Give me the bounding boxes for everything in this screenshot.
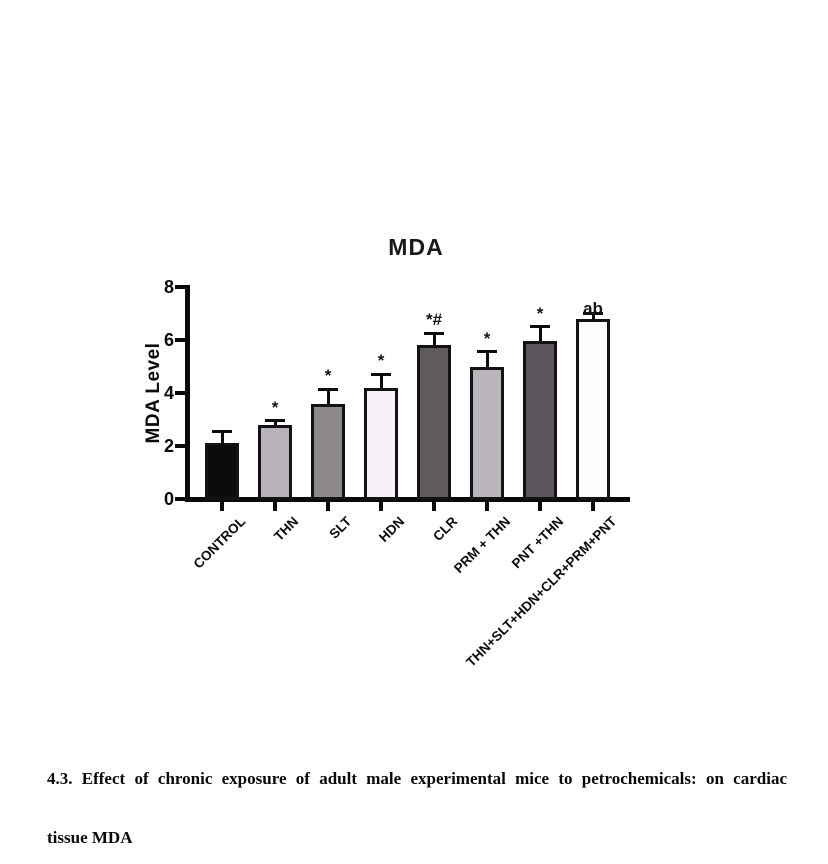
bar <box>576 318 610 500</box>
significance-annotation: ab <box>583 298 603 318</box>
x-tick-mark <box>220 502 224 511</box>
y-tick-label: 0 <box>163 489 174 509</box>
caption-line-2: tissue MDA <box>47 828 133 847</box>
y-tick-mark <box>175 444 185 448</box>
caption-line-1: 4.3. Effect of chronic exposure of adult… <box>47 769 787 788</box>
chart-title: MDA <box>388 234 444 260</box>
error-bar-cap <box>477 350 497 354</box>
error-bar-stem <box>220 431 224 448</box>
y-tick-mark <box>175 338 185 342</box>
error-bar-stem <box>326 389 330 408</box>
error-bar-stem <box>432 333 436 350</box>
x-tick-mark <box>591 502 595 511</box>
error-bar-cap <box>212 429 232 433</box>
bar <box>470 366 504 500</box>
bar <box>311 403 345 500</box>
error-bar-cap <box>583 312 603 315</box>
y-tick-mark <box>175 497 185 501</box>
y-tick-mark <box>175 391 185 395</box>
significance-annotation: * <box>271 397 279 417</box>
bar <box>417 345 451 500</box>
significance-annotation: *# <box>425 310 443 330</box>
error-bar-stem <box>379 374 383 392</box>
bar <box>258 424 292 500</box>
error-bar-cap <box>530 325 550 329</box>
y-tick-mark <box>175 285 185 289</box>
y-tick-label: 2 <box>163 436 174 456</box>
x-tick-mark <box>432 502 436 511</box>
figure-caption: 4.3. Effect of chronic exposure of adult… <box>47 769 787 789</box>
error-bar-stem <box>538 326 542 346</box>
y-tick-label: 4 <box>163 383 174 403</box>
significance-annotation: * <box>377 351 385 371</box>
y-tick-label: 6 <box>163 330 174 350</box>
x-axis-line <box>185 497 630 502</box>
bar <box>364 387 398 500</box>
error-bar-cap <box>371 372 391 376</box>
significance-annotation: * <box>324 366 332 386</box>
x-tick-mark <box>273 502 277 511</box>
significance-annotation: * <box>536 303 544 323</box>
error-bar-cap <box>265 419 285 423</box>
figure-caption-continued: tissue MDA <box>47 828 787 848</box>
x-tick-mark <box>538 502 542 511</box>
error-bar-cap <box>318 387 338 391</box>
y-axis-spine <box>185 285 190 502</box>
x-tick-mark <box>379 502 383 511</box>
error-bar-stem <box>591 313 595 323</box>
error-bar-stem <box>485 351 489 371</box>
y-tick-label: 8 <box>163 277 174 297</box>
x-tick-mark <box>326 502 330 511</box>
bar <box>205 443 239 500</box>
x-tick-mark <box>485 502 489 511</box>
error-bar-cap <box>424 331 444 335</box>
significance-annotation: * <box>483 328 491 348</box>
bar <box>523 341 557 500</box>
